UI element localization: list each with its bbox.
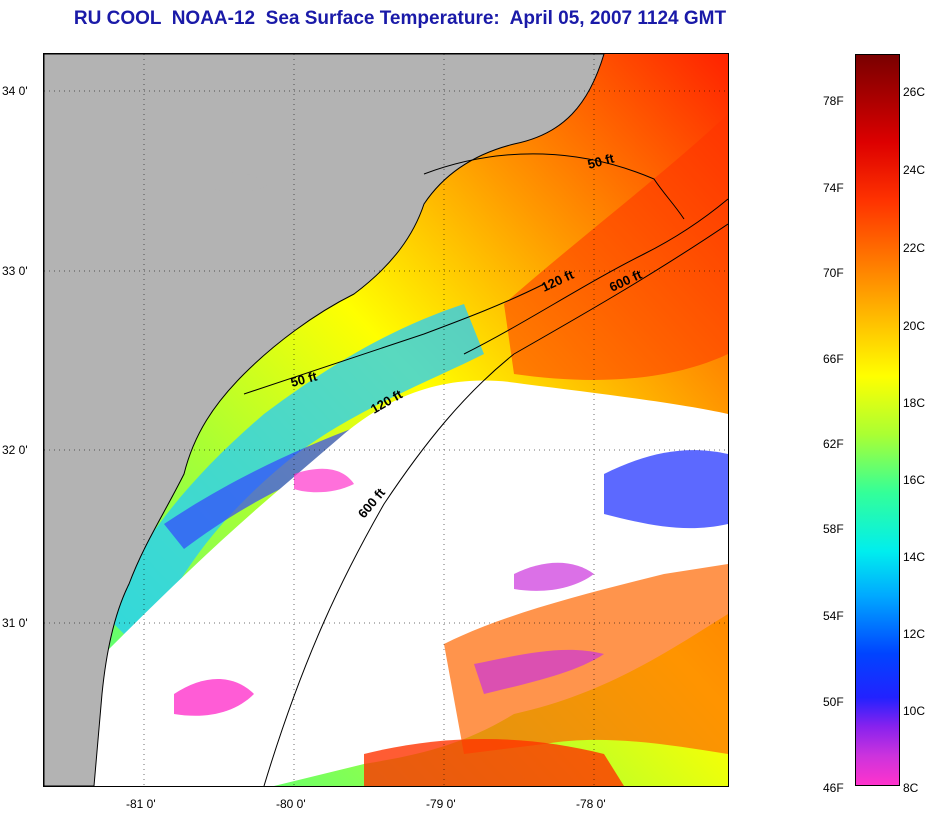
colorbar-celsius-label: 22C — [903, 241, 926, 255]
contour-label: 50 ft — [586, 150, 616, 172]
colorbar-celsius-label: 12C — [903, 627, 926, 641]
longitude-label: -80 0' — [276, 797, 306, 811]
colorbar-fahrenheit-label: 66F — [823, 352, 844, 366]
cool-water-patch — [474, 649, 604, 694]
colorbar-fahrenheit-label: 46F — [823, 781, 844, 795]
colorbar-celsius-label: 26C — [903, 85, 926, 99]
colorbar-celsius-label: 16C — [903, 473, 926, 487]
colorbar-celsius-label: 14C — [903, 550, 926, 564]
colorbar-celsius-label: 20C — [903, 319, 926, 333]
latitude-label: 33 0' — [2, 264, 28, 278]
colorbar-fahrenheit-label: 50F — [823, 695, 844, 709]
warm-water-region — [504, 114, 728, 380]
sst-map: 50 ft 120 ft 600 ft 50 ft 120 ft 600 ft — [43, 53, 729, 787]
cool-water-patch — [294, 468, 354, 493]
contour-label: 50 ft — [289, 368, 319, 390]
cool-water-patch — [174, 679, 254, 716]
longitude-label: -81 0' — [126, 797, 156, 811]
isobath-600ft-north — [513, 223, 728, 355]
longitude-label: -79 0' — [426, 797, 456, 811]
cool-coastal-band — [104, 304, 484, 654]
colorbar-fahrenheit-label: 62F — [823, 437, 844, 451]
land-island — [214, 172, 269, 193]
isobath-50ft-north — [423, 153, 685, 220]
colorbar-celsius-label: 8C — [903, 781, 919, 795]
longitude-label: -78 0' — [576, 797, 606, 811]
latitude-label: 32 0' — [2, 443, 28, 457]
colorbar-celsius-label: 10C — [903, 704, 926, 718]
latitude-label: 31 0' — [2, 616, 28, 630]
isobath-600ft-south — [263, 353, 515, 786]
colorbar-fahrenheit-label: 78F — [823, 94, 844, 108]
colorbar-celsius-label: 18C — [903, 396, 926, 410]
temperature-colorbar — [855, 54, 900, 786]
cool-water-patch — [514, 562, 594, 591]
cold-water-patch — [604, 450, 728, 529]
sst-map-canvas: 50 ft 120 ft 600 ft 50 ft 120 ft 600 ft — [44, 54, 728, 786]
graticule — [44, 54, 728, 786]
colorbar-fahrenheit-label: 74F — [823, 181, 844, 195]
warm-water-patch — [364, 739, 624, 786]
isobath-120ft — [463, 198, 728, 355]
colorbar-celsius-label: 24C — [903, 163, 926, 177]
map-title: RU COOL NOAA-12 Sea Surface Temperature:… — [73, 8, 727, 29]
colorbar-fahrenheit-label: 54F — [823, 609, 844, 623]
colorbar-fahrenheit-label: 58F — [823, 522, 844, 536]
colorbar-fahrenheit-label: 70F — [823, 266, 844, 280]
isobath-50ft-south — [243, 283, 545, 395]
land-coastline — [44, 54, 605, 786]
latitude-label: 34 0' — [2, 84, 28, 98]
